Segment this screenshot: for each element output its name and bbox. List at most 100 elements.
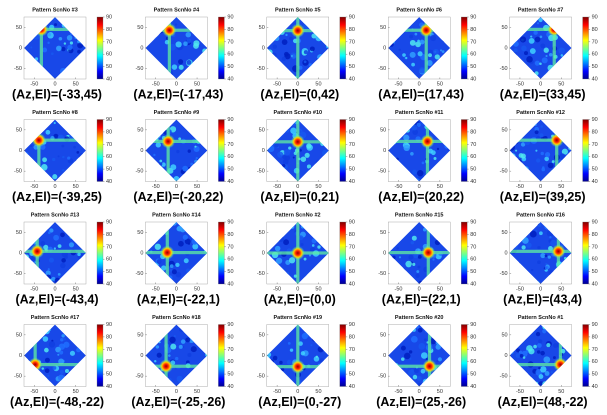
- heatmap-cell: [58, 36, 63, 41]
- heatmap-cell: [536, 158, 541, 163]
- colorbar-tick-label: 70: [470, 142, 476, 148]
- heatmap-cell: [544, 151, 551, 158]
- heatmap-cell: [77, 252, 81, 257]
- heatmap-cell: [300, 156, 307, 162]
- heatmap-cell: [299, 149, 302, 152]
- heatmap-cell: [304, 152, 310, 158]
- heatmap-cell: [30, 46, 33, 49]
- heatmap-cell: [274, 143, 279, 148]
- heatmap-cell: [282, 158, 289, 165]
- heatmap-cell: [433, 157, 437, 161]
- heatmap-cell: [537, 246, 541, 250]
- heatmap-cell: [440, 49, 443, 52]
- heatmap-cell: [513, 48, 518, 53]
- beam-cut: [425, 119, 430, 182]
- x-tick-label: 50: [315, 286, 321, 292]
- y-tick-label: 0: [505, 250, 508, 256]
- colorbar-tick-label: 50: [349, 167, 355, 173]
- colorbar-tick-label: 70: [227, 39, 233, 45]
- colorbar: [218, 119, 225, 182]
- colorbar-tick-label: 80: [592, 334, 598, 340]
- x-tick-label: 0: [539, 286, 542, 292]
- heatmap-cell: [427, 53, 432, 58]
- beam-cut: [39, 17, 43, 79]
- x-tick-label: 0: [175, 81, 178, 87]
- heatmap-cell: [413, 253, 419, 259]
- heatmap-cell: [183, 258, 189, 264]
- heatmap-cell: [168, 354, 171, 357]
- heatmap-cell: [63, 42, 67, 45]
- colorbar-tick-label: 60: [227, 359, 233, 365]
- heatmap-cell: [42, 336, 49, 342]
- heatmap-cell: [289, 348, 294, 352]
- heatmap-cell: [62, 155, 65, 159]
- x-tick-label: 0: [53, 389, 56, 395]
- heatmap-cell: [561, 148, 568, 155]
- x-tick-label: 50: [437, 184, 443, 190]
- heatmap-cell: [272, 355, 278, 361]
- colorbar-tick-label: 40: [106, 76, 112, 82]
- beam-cut: [166, 119, 170, 182]
- colorbar: [582, 119, 589, 182]
- colorbar-tick-label: 90: [592, 322, 598, 328]
- heatmap-cell: [281, 163, 286, 168]
- heatmap-cell: [275, 257, 283, 264]
- heatmap-cell: [412, 129, 419, 135]
- heatmap-cell: [432, 258, 435, 261]
- x-tick-label: 0: [539, 81, 542, 87]
- colorbar-tick-label: 40: [470, 76, 476, 82]
- x-tick-label: -50: [273, 81, 281, 87]
- x-tick-label: 50: [558, 389, 564, 395]
- heatmap-cell: [177, 59, 184, 65]
- heatmap-cell: [175, 41, 182, 48]
- colorbar: [461, 16, 468, 80]
- heatmap-cell: [195, 157, 199, 160]
- beam-cut: [509, 138, 572, 142]
- panel-title: Pattern ScnNo #7: [518, 7, 564, 13]
- heatmap-cell: [173, 335, 176, 338]
- heatmap-cell: [161, 265, 167, 271]
- heatmap-cell: [534, 60, 540, 66]
- heatmap-cell: [543, 356, 551, 363]
- beam-peak: [30, 244, 45, 259]
- x-tick-label: -50: [30, 286, 38, 292]
- colorbar: [339, 324, 346, 387]
- heatmap-cell: [194, 145, 197, 148]
- heatmap-cell: [280, 367, 285, 372]
- colorbar-tick-label: 50: [106, 64, 112, 70]
- panel-caption: (Az,El)=(0,-27): [258, 395, 341, 409]
- heatmap-cell: [48, 257, 55, 263]
- heatmap-cell: [185, 360, 190, 365]
- heatmap-cell: [529, 230, 537, 238]
- heatmap-cell: [417, 254, 422, 259]
- y-tick-label: -50: [500, 374, 508, 380]
- x-tick-label: 50: [437, 81, 443, 87]
- colorbar-tick-label: 80: [592, 232, 598, 238]
- heatmap-cell: [410, 151, 414, 156]
- heatmap-cell: [45, 129, 51, 135]
- colorbar-tick-label: 70: [227, 142, 233, 148]
- heatmap-cell: [52, 157, 56, 162]
- colorbar-tick-label: 50: [349, 372, 355, 378]
- x-tick-label: -50: [273, 286, 281, 292]
- colorbar-tick-label: 40: [470, 179, 476, 185]
- heatmap-cell: [57, 155, 60, 158]
- colorbar: [96, 119, 104, 182]
- colorbar-tick-label: 40: [592, 179, 598, 185]
- heatmap-cell: [552, 356, 556, 360]
- y-tick-label: 50: [16, 127, 22, 133]
- heatmap-cell: [185, 337, 191, 343]
- y-tick-label: -50: [257, 374, 265, 380]
- colorbar-tick-label: 60: [470, 257, 476, 263]
- panel: Pattern ScnNo #3 -50 0 50 -50 0 50 40 50 60 70 80 90…: [12, 7, 112, 101]
- heatmap-cell: [543, 47, 549, 53]
- colorbar: [461, 324, 468, 387]
- beam-peak: [422, 359, 437, 374]
- colorbar-tick-label: 60: [106, 257, 112, 263]
- panel: Pattern ScnNo #5 -50 0 50 -50 0 50 40 50 60 70 80 90…: [257, 7, 355, 101]
- colorbar-tick-label: 40: [349, 179, 355, 185]
- colorbar-tick-label: 60: [470, 52, 476, 58]
- heatmap-cell: [169, 336, 176, 344]
- heatmap-cell: [42, 157, 47, 163]
- heatmap-cell: [182, 234, 188, 240]
